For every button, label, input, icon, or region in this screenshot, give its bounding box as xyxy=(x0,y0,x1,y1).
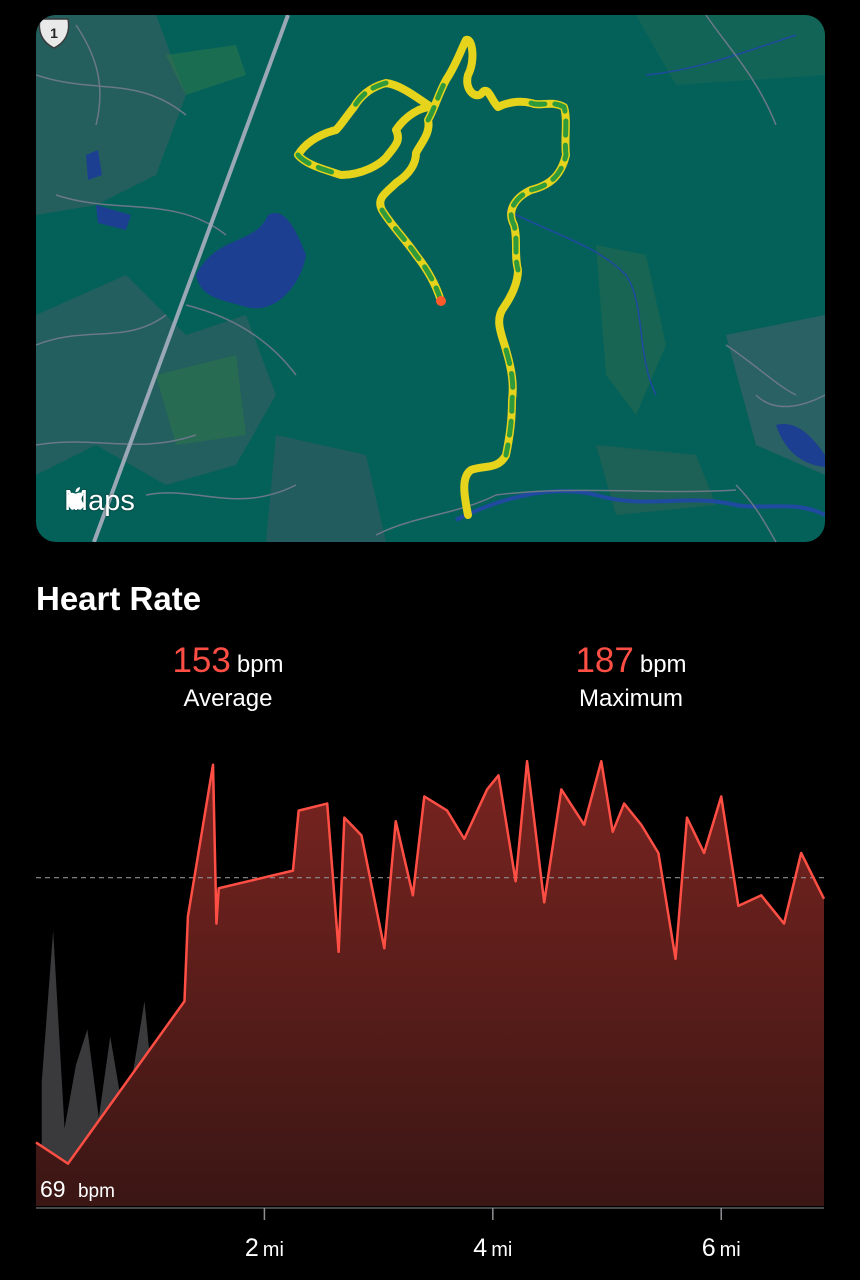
x-tick-number: 2 xyxy=(245,1234,259,1262)
x-tick-unit: mi xyxy=(720,1239,741,1261)
maximum-label: Maximum xyxy=(578,685,683,712)
average-label: Average xyxy=(183,685,273,712)
map-river xyxy=(455,489,825,522)
route-map[interactable]: 1 Maps xyxy=(36,15,825,542)
heart-rate-area xyxy=(36,761,824,1206)
heart-rate-chart[interactable]: 2 mi 4 mi 6 mi 69 bpm xyxy=(0,740,860,1270)
maximum-value: 187 xyxy=(575,641,634,680)
maximum-unit: bpm xyxy=(639,651,687,678)
min-bpm-label: 69 bpm xyxy=(40,1176,115,1202)
map-land-area xyxy=(156,355,246,445)
x-tick-unit: mi xyxy=(491,1239,512,1261)
heart-rate-line xyxy=(35,759,826,1165)
x-axis-tick-label: 2 mi xyxy=(245,1234,284,1262)
map-road xyxy=(705,15,777,542)
x-tick-unit: mi xyxy=(263,1239,284,1261)
average-value: 153 xyxy=(172,641,231,680)
map-land-area xyxy=(36,275,276,485)
map-land-area xyxy=(596,445,716,515)
map-river xyxy=(645,34,797,76)
route-start-dot xyxy=(436,296,446,306)
route-shield-number: 1 xyxy=(50,25,58,41)
apple-logo-icon xyxy=(66,487,85,510)
map-river xyxy=(505,209,657,396)
average-heart-rate: 153 bpm Average xyxy=(150,641,306,713)
x-axis-tick-label: 6 mi xyxy=(702,1234,741,1262)
section-title-heart-rate: Heart Rate xyxy=(36,580,202,617)
map-land-area xyxy=(596,245,666,415)
map-lake xyxy=(86,150,102,180)
map-lake xyxy=(196,213,306,309)
map-land-area xyxy=(636,15,825,85)
min-bpm-value: 69 xyxy=(40,1176,66,1202)
map-land-area xyxy=(166,45,246,95)
x-axis-tick-label: 4 mi xyxy=(473,1234,512,1262)
map-road xyxy=(75,24,825,408)
us-route-shield-icon: 1 xyxy=(38,18,70,49)
map-lake xyxy=(776,424,825,467)
x-tick-number: 4 xyxy=(473,1234,487,1262)
map-lake xyxy=(96,205,131,230)
min-bpm-unit: bpm xyxy=(78,1181,115,1202)
map-highway xyxy=(92,15,290,542)
map-road xyxy=(36,74,737,536)
map-canvas xyxy=(36,15,825,542)
apple-maps-attribution[interactable]: Maps xyxy=(64,485,135,518)
workout-route-overlay xyxy=(295,77,569,458)
x-tick-number: 6 xyxy=(702,1234,716,1262)
map-land-area xyxy=(36,15,186,215)
map-land-area xyxy=(266,435,386,542)
maximum-heart-rate: 187 bpm Maximum xyxy=(552,641,710,713)
average-unit: bpm xyxy=(236,651,284,678)
